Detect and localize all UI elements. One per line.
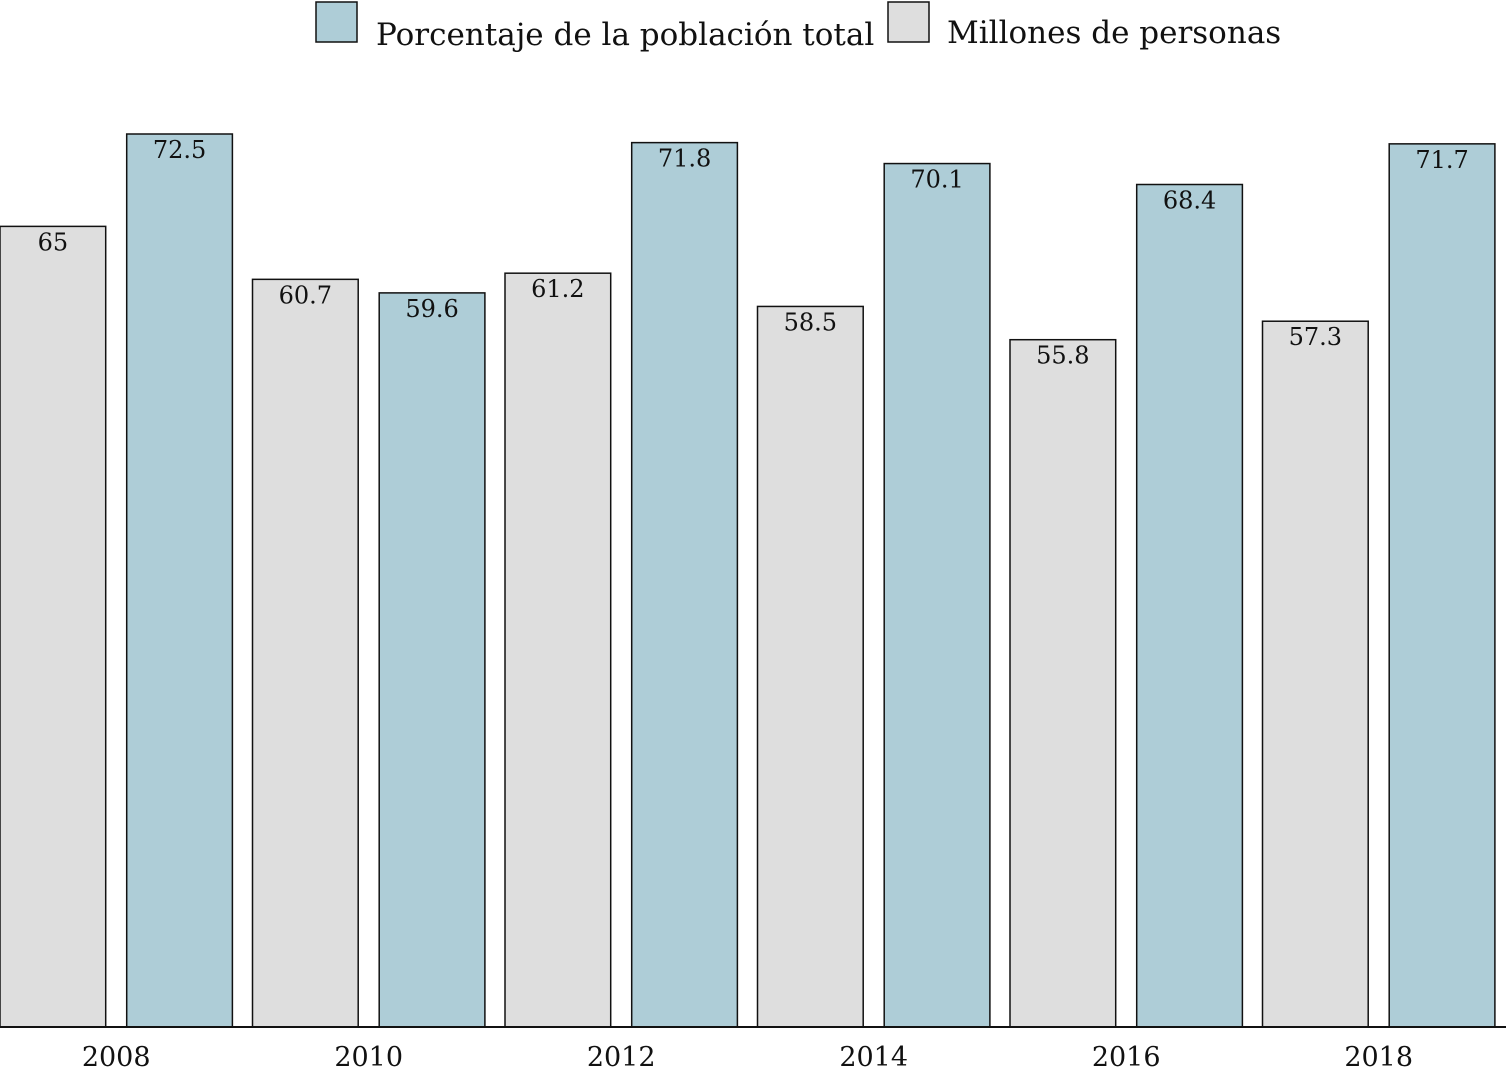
data-label-porcentaje-4: 68.4 xyxy=(1163,187,1216,215)
bar-millones-2 xyxy=(504,272,612,1028)
x-axis-ticks: 2008 2010 2012 2014 2016 2018 xyxy=(82,1042,1413,1073)
x-tick-label-2016: 2016 xyxy=(1092,1042,1161,1073)
bars-group: 65 72.5 60.7 59.6 61.2 71.8 58.5 70.1 55.8 68.4 57… xyxy=(0,133,1496,1028)
x-tick-label-2018: 2018 xyxy=(1344,1042,1413,1073)
bar-porcentaje-3 xyxy=(883,162,991,1028)
data-label-porcentaje-0: 72.5 xyxy=(153,136,206,164)
data-label-millones-4: 55.8 xyxy=(1036,342,1089,370)
legend: Porcentaje de la población total Millone… xyxy=(315,1,1281,53)
legend-label-millones: Millones de personas xyxy=(947,15,1281,51)
data-label-millones-3: 58.5 xyxy=(784,308,837,336)
data-label-millones-5: 57.3 xyxy=(1289,323,1342,351)
bar-porcentaje-1 xyxy=(378,292,486,1028)
x-tick-label-2014: 2014 xyxy=(839,1042,908,1073)
x-tick-label-2008: 2008 xyxy=(82,1042,151,1073)
bar-millones-3 xyxy=(756,305,864,1028)
bar-millones-1 xyxy=(251,278,359,1028)
bar-millones-4 xyxy=(1009,338,1117,1028)
bar-porcentaje-0 xyxy=(125,133,234,1028)
bar-millones-5 xyxy=(1261,320,1369,1028)
legend-swatch-millones xyxy=(887,1,930,43)
data-label-porcentaje-3: 70.1 xyxy=(910,166,963,194)
data-label-millones-2: 61.2 xyxy=(531,275,584,303)
legend-label-porcentaje: Porcentaje de la población total xyxy=(376,17,874,53)
bar-porcentaje-4 xyxy=(1135,183,1244,1028)
data-label-millones-1: 60.7 xyxy=(279,281,332,309)
data-label-porcentaje-1: 59.6 xyxy=(405,295,458,323)
bar-porcentaje-2 xyxy=(630,141,739,1028)
bar-porcentaje-5 xyxy=(1388,143,1496,1028)
x-tick-label-2012: 2012 xyxy=(587,1042,656,1073)
data-label-porcentaje-2: 71.8 xyxy=(658,145,711,173)
bar-millones-0 xyxy=(0,225,107,1028)
legend-swatch-porcentaje xyxy=(315,1,358,43)
x-tick-label-2010: 2010 xyxy=(334,1042,403,1073)
data-label-porcentaje-5: 71.7 xyxy=(1415,146,1468,174)
data-label-millones-0: 65 xyxy=(38,228,69,256)
